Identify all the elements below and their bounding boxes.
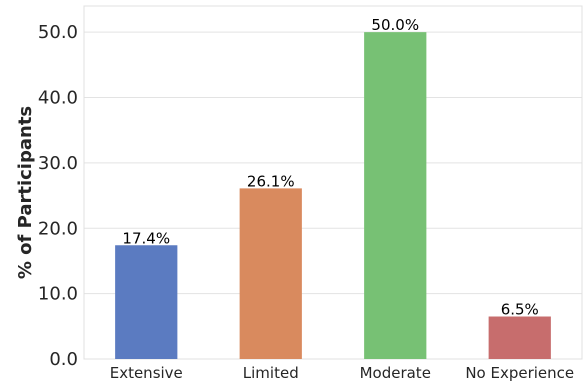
data-label: 6.5% — [501, 301, 539, 319]
plot-frame — [83, 5, 583, 360]
y-tick-label: 0.0 — [49, 349, 78, 370]
x-tick-label: Moderate — [360, 364, 431, 382]
bar — [115, 245, 178, 359]
data-label: 17.4% — [122, 229, 170, 247]
bar — [488, 316, 551, 359]
y-tick-label: 40.0 — [38, 88, 78, 109]
x-tick-label: No Experience — [465, 364, 574, 382]
data-label: 26.1% — [247, 172, 295, 190]
y-tick-label: 10.0 — [38, 284, 78, 305]
bar — [364, 32, 427, 360]
data-label: 50.0% — [371, 16, 419, 34]
data-labels: 17.4% 26.1% 50.0% 6.5% — [122, 16, 538, 318]
bar — [239, 188, 302, 359]
x-axis-ticks: Extensive Limited Moderate No Experience — [110, 364, 574, 382]
bars — [115, 32, 551, 360]
y-tick-label: 50.0 — [38, 22, 78, 43]
x-tick-label: Limited — [243, 364, 299, 382]
y-tick-label: 30.0 — [38, 153, 78, 174]
y-axis-ticks: 0.0 10.0 20.0 30.0 40.0 50.0 — [38, 22, 78, 370]
x-tick-label: Extensive — [110, 364, 183, 382]
y-axis-title: % of Participants — [15, 106, 36, 279]
y-tick-label: 20.0 — [38, 218, 78, 239]
